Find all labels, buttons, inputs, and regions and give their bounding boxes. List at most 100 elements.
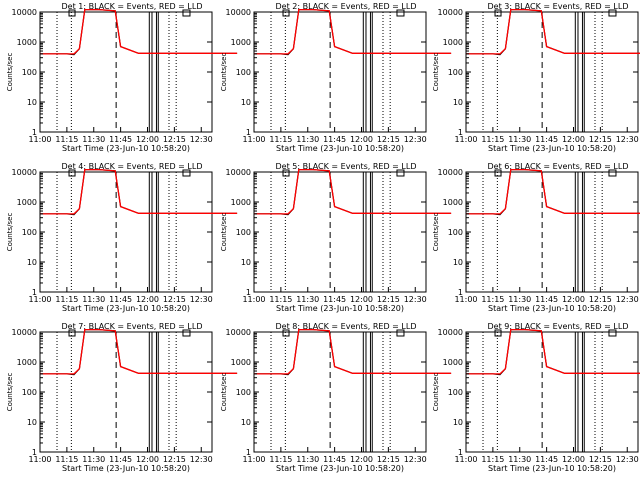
detector-panel: 1 10 100 1000 10000 11:00 11:15 11:30 11:45 12:00… — [6, 322, 238, 473]
x-tick-label: 11:15 — [481, 135, 504, 144]
y-tick-label: 1000 — [17, 38, 37, 47]
x-tick-label: 11:45 — [535, 135, 558, 144]
detector-panel: 1 10 100 1000 10000 11:00 11:15 11:30 11:45 12:00… — [432, 162, 640, 313]
y-axis-label: Counts/sec — [432, 373, 440, 412]
y-axis-label: Counts/sec — [6, 213, 14, 252]
x-tick-label: 11:00 — [454, 295, 477, 304]
y-tick-label: 1 — [246, 448, 251, 457]
x-axis-label: Start Time (23-Jun-10 10:58:20) — [276, 144, 404, 153]
x-tick-label: 12:15 — [589, 295, 612, 304]
x-tick-label: 11:45 — [109, 295, 132, 304]
y-tick-label: 100 — [448, 68, 463, 77]
x-tick-label: 11:15 — [269, 295, 292, 304]
plot-frame — [253, 331, 427, 453]
marker-box — [396, 169, 405, 177]
x-tick-label: 12:00 — [136, 455, 159, 464]
x-tick-label: 11:15 — [55, 295, 78, 304]
y-tick-label: 1000 — [231, 198, 251, 207]
x-tick-label: 12:15 — [589, 135, 612, 144]
plot-frame — [253, 11, 427, 133]
panel-title: Det 9: BLACK = Events, RED = LLD — [488, 322, 629, 331]
y-tick-label: 1000 — [17, 358, 37, 367]
y-tick-label: 10 — [241, 418, 251, 427]
x-axis-label: Start Time (23-Jun-10 10:58:20) — [62, 304, 190, 313]
y-tick-label: 10 — [27, 258, 37, 267]
marker-box — [494, 329, 502, 337]
x-tick-label: 11:30 — [82, 135, 105, 144]
x-tick-label: 12:15 — [377, 295, 400, 304]
y-tick-label: 10000 — [226, 328, 251, 337]
y-tick-label: 1 — [458, 448, 463, 457]
y-tick-label: 10000 — [12, 8, 37, 17]
panel-title: Det 8: BLACK = Events, RED = LLD — [276, 322, 417, 331]
plot-frame — [465, 171, 639, 293]
y-axis-label: Counts/sec — [6, 373, 14, 412]
detector-panel: 1 10 100 1000 10000 11:00 11:15 11:30 11:45 12:00… — [6, 2, 238, 153]
y-axis-label: Counts/sec — [220, 53, 228, 92]
x-tick-label: 11:15 — [481, 455, 504, 464]
y-tick-label: 1 — [32, 288, 37, 297]
lld-series-line — [254, 8, 452, 55]
x-axis-label: Start Time (23-Jun-10 10:58:20) — [488, 464, 616, 473]
plot-frame — [465, 331, 639, 453]
panel-title: Det 1: BLACK = Events, RED = LLD — [62, 2, 203, 11]
x-tick-label: 12:00 — [350, 455, 373, 464]
y-axis-label: Counts/sec — [432, 213, 440, 252]
x-tick-label: 11:30 — [296, 295, 319, 304]
plot-frame — [39, 331, 213, 453]
x-tick-label: 12:00 — [562, 295, 585, 304]
y-tick-label: 10000 — [226, 168, 251, 177]
x-tick-label: 11:45 — [109, 455, 132, 464]
x-tick-label: 12:30 — [190, 135, 213, 144]
x-tick-label: 11:00 — [28, 295, 51, 304]
lld-series-line — [254, 328, 452, 375]
y-tick-label: 10000 — [226, 8, 251, 17]
x-tick-label: 11:30 — [82, 295, 105, 304]
x-tick-label: 11:00 — [242, 455, 265, 464]
marker-box — [68, 9, 76, 17]
marker-box — [282, 329, 290, 337]
plot-frame — [253, 171, 427, 293]
y-tick-label: 10 — [453, 98, 463, 107]
y-tick-label: 10 — [241, 98, 251, 107]
x-axis-label: Start Time (23-Jun-10 10:58:20) — [276, 464, 404, 473]
x-tick-label: 12:30 — [404, 455, 427, 464]
y-tick-label: 1000 — [231, 358, 251, 367]
x-tick-label: 12:15 — [377, 455, 400, 464]
panel-title: Det 4: BLACK = Events, RED = LLD — [62, 162, 203, 171]
x-tick-label: 11:00 — [28, 135, 51, 144]
y-tick-label: 100 — [236, 68, 251, 77]
lld-series-line — [466, 168, 640, 215]
y-axis-label: Counts/sec — [6, 53, 14, 92]
x-tick-label: 11:30 — [508, 135, 531, 144]
y-tick-label: 1000 — [443, 38, 463, 47]
detector-panel: 1 10 100 1000 10000 11:00 11:15 11:30 11:45 12:00… — [432, 2, 640, 153]
x-tick-label: 12:15 — [163, 135, 186, 144]
x-axis-label: Start Time (23-Jun-10 10:58:20) — [276, 304, 404, 313]
x-tick-label: 12:15 — [589, 455, 612, 464]
plot-frame — [39, 11, 213, 133]
x-tick-label: 12:30 — [616, 295, 639, 304]
y-tick-label: 1 — [32, 128, 37, 137]
y-axis-label: Counts/sec — [220, 373, 228, 412]
panel-title: Det 7: BLACK = Events, RED = LLD — [62, 322, 203, 331]
detector-panel: 1 10 100 1000 10000 11:00 11:15 11:30 11:45 12:00… — [220, 162, 452, 313]
y-tick-label: 10000 — [12, 168, 37, 177]
x-tick-label: 12:00 — [350, 295, 373, 304]
y-tick-label: 1000 — [443, 198, 463, 207]
x-tick-label: 11:00 — [454, 135, 477, 144]
x-tick-label: 11:45 — [323, 295, 346, 304]
x-tick-label: 11:45 — [109, 135, 132, 144]
x-tick-label: 11:30 — [508, 295, 531, 304]
x-tick-label: 12:30 — [404, 295, 427, 304]
marker-box — [396, 9, 405, 17]
marker-box — [68, 169, 76, 177]
x-tick-label: 11:45 — [535, 295, 558, 304]
x-tick-label: 11:15 — [269, 455, 292, 464]
marker-box — [182, 9, 191, 17]
marker-box — [282, 9, 290, 17]
x-tick-label: 11:30 — [296, 455, 319, 464]
y-tick-label: 100 — [236, 388, 251, 397]
marker-box — [182, 329, 191, 337]
